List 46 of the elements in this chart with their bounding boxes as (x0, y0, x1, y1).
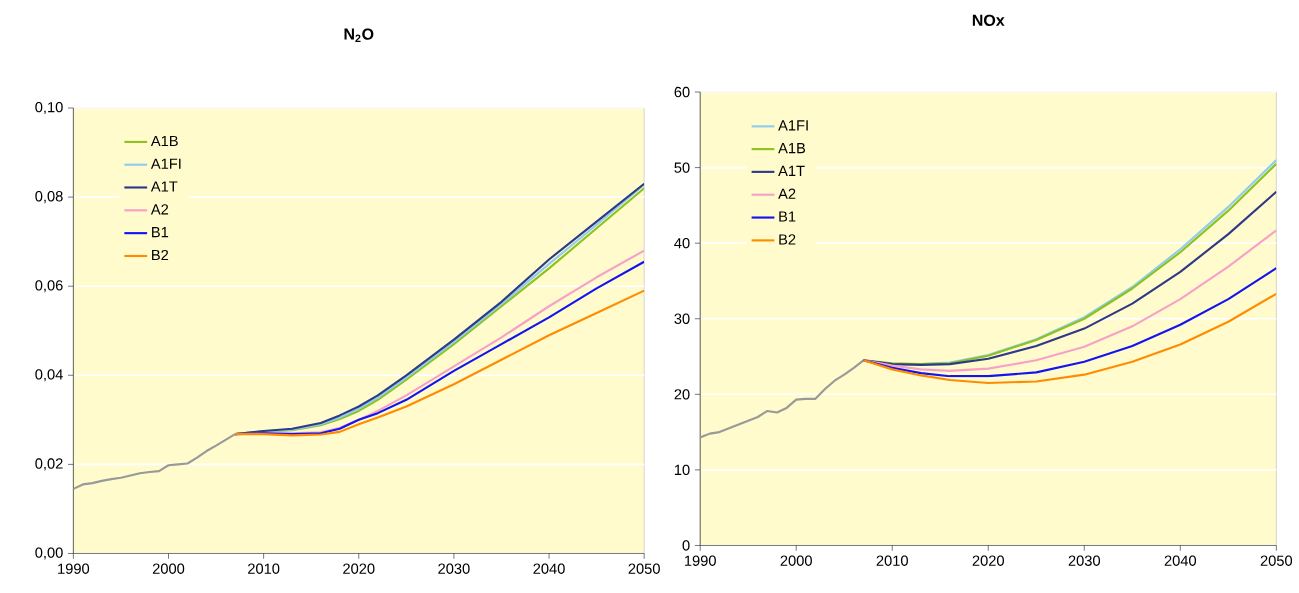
x-tick-label: 2040 (1164, 555, 1197, 566)
x-tick-label: 2040 (533, 563, 565, 574)
y-tick-label: 0 (682, 540, 690, 551)
y-tick-label: 30 (674, 313, 690, 324)
legend-label: B2 (779, 234, 796, 245)
x-tick-label: 1990 (684, 555, 716, 566)
legend-label: A2 (778, 188, 796, 199)
y-tick-label: 10 (674, 464, 690, 475)
legend-label: B1 (779, 211, 796, 222)
x-tick-label: 2050 (1260, 555, 1293, 566)
y-tick-label: 60 (674, 86, 690, 97)
y-tick-label: 0,02 (35, 458, 63, 471)
y-tick-label: 20 (674, 388, 690, 400)
chart-title: NOx (972, 14, 1005, 26)
x-tick-label: 2030 (1068, 555, 1101, 566)
line-series (700, 359, 865, 439)
x-tick-label: 1990 (58, 563, 90, 574)
legend-label: A1T (778, 165, 805, 176)
chart-title: N$_{2}$O (344, 28, 374, 42)
line-series (862, 292, 1277, 384)
legend-label: A2 (150, 203, 169, 215)
y-tick-label: 0,10 (35, 101, 63, 114)
x-tick-label: 2020 (343, 563, 375, 574)
y-tick-label: 50 (674, 162, 690, 173)
legend-label: A1FI (150, 158, 181, 169)
y-tick-label: 0,08 (35, 190, 63, 203)
x-tick-label: 2030 (438, 563, 470, 574)
x-tick-label: 2000 (780, 555, 812, 566)
legend-label: A1B (778, 142, 806, 153)
legend-label: A1T (150, 181, 178, 192)
x-tick-label: 2050 (628, 563, 660, 574)
y-tick-label: 0,00 (35, 547, 63, 560)
legend-label: A1B (150, 135, 178, 146)
x-tick-label: 2000 (152, 563, 185, 574)
legend-label: B1 (152, 226, 169, 237)
x-tick-label: 2020 (972, 555, 1004, 566)
x-tick-label: 2010 (876, 555, 908, 566)
y-tick-label: 40 (674, 237, 690, 249)
x-tick-label: 2010 (248, 563, 280, 574)
legend-label: B2 (152, 249, 169, 260)
y-tick-label: 0,06 (35, 279, 63, 293)
line-series (862, 266, 1277, 378)
line-series (73, 432, 237, 490)
y-tick-label: 0,04 (35, 369, 63, 382)
line-series (234, 289, 645, 437)
legend-label: A1FI (778, 120, 808, 131)
